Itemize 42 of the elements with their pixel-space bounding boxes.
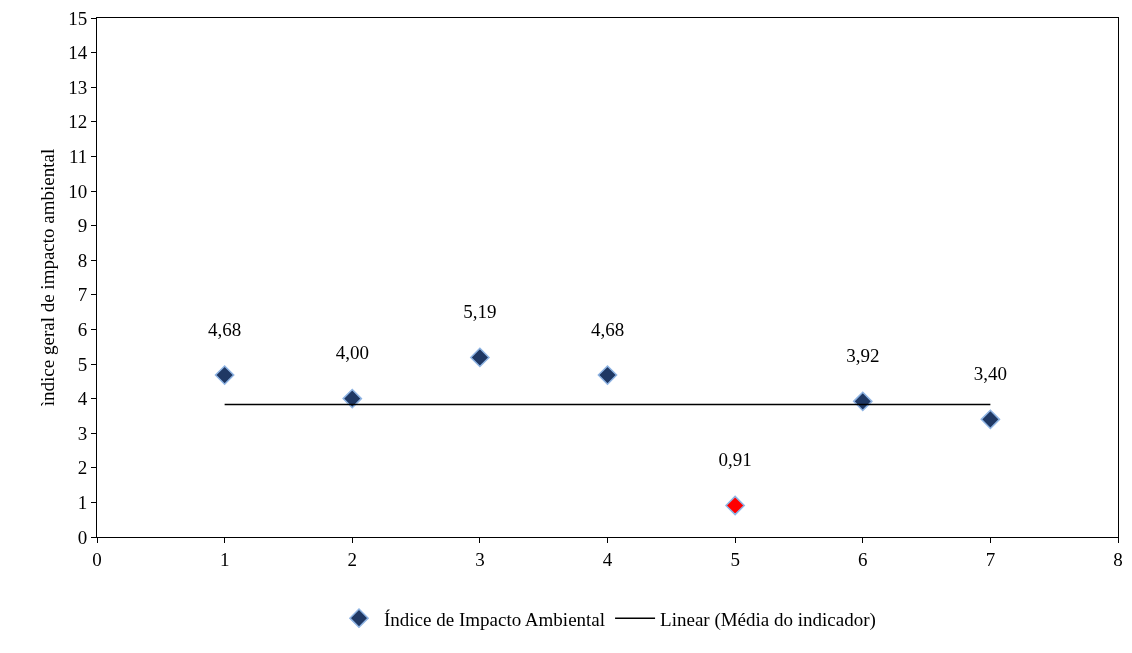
x-tick-label: 4 (602, 548, 613, 570)
data-label: 0,91 (718, 449, 752, 471)
y-tick-label: 8 (77, 249, 88, 271)
y-tick-label: 14 (68, 42, 88, 64)
y-tick-label: 4 (77, 388, 88, 410)
y-tick-label: 12 (68, 111, 88, 133)
y-tick-label: 1 (77, 492, 88, 514)
legend-label: Linear (Média do indicador) (660, 608, 876, 631)
point (980, 409, 1001, 430)
x-tick-label: 8 (1113, 548, 1123, 570)
data-label: 3,40 (973, 363, 1008, 385)
x-tick-label: 2 (347, 548, 357, 570)
y-tick-label: 6 (77, 319, 88, 341)
y-tick-label: 0 (77, 526, 88, 548)
x-tick-label: 3 (475, 548, 485, 570)
y-axis-title: ìndice geral de impacto ambiental (37, 148, 59, 407)
y-tick-label: 3 (77, 422, 88, 444)
y-tick-label: 7 (77, 284, 88, 306)
data-label: 4,68 (208, 318, 242, 340)
x-tick-label: 7 (985, 548, 996, 570)
x-tick-label: 0 (92, 548, 102, 570)
y-tick-label: 9 (77, 215, 88, 237)
point (470, 347, 490, 368)
y-tick-label: 13 (68, 76, 88, 98)
x-tick-label: 5 (730, 548, 740, 570)
point (852, 391, 873, 412)
y-tick-label: 5 (77, 353, 88, 375)
data-label: 3,92 (846, 345, 880, 367)
data-label: 4,00 (335, 342, 369, 364)
point (597, 365, 618, 385)
y-tick-label: 10 (68, 180, 88, 202)
point (214, 365, 235, 385)
y-tick-label: 2 (77, 457, 88, 479)
data-label: 5,19 (463, 301, 497, 323)
y-tick-label: 15 (68, 7, 88, 29)
y-tick-label: 11 (68, 146, 88, 168)
legend-label: Índice de Impacto Ambiental (384, 608, 606, 630)
x-tick-label: 6 (858, 548, 868, 570)
point (725, 495, 745, 516)
x-tick-label: 1 (219, 548, 230, 570)
point (342, 388, 363, 409)
data-label: 4,68 (590, 318, 625, 340)
